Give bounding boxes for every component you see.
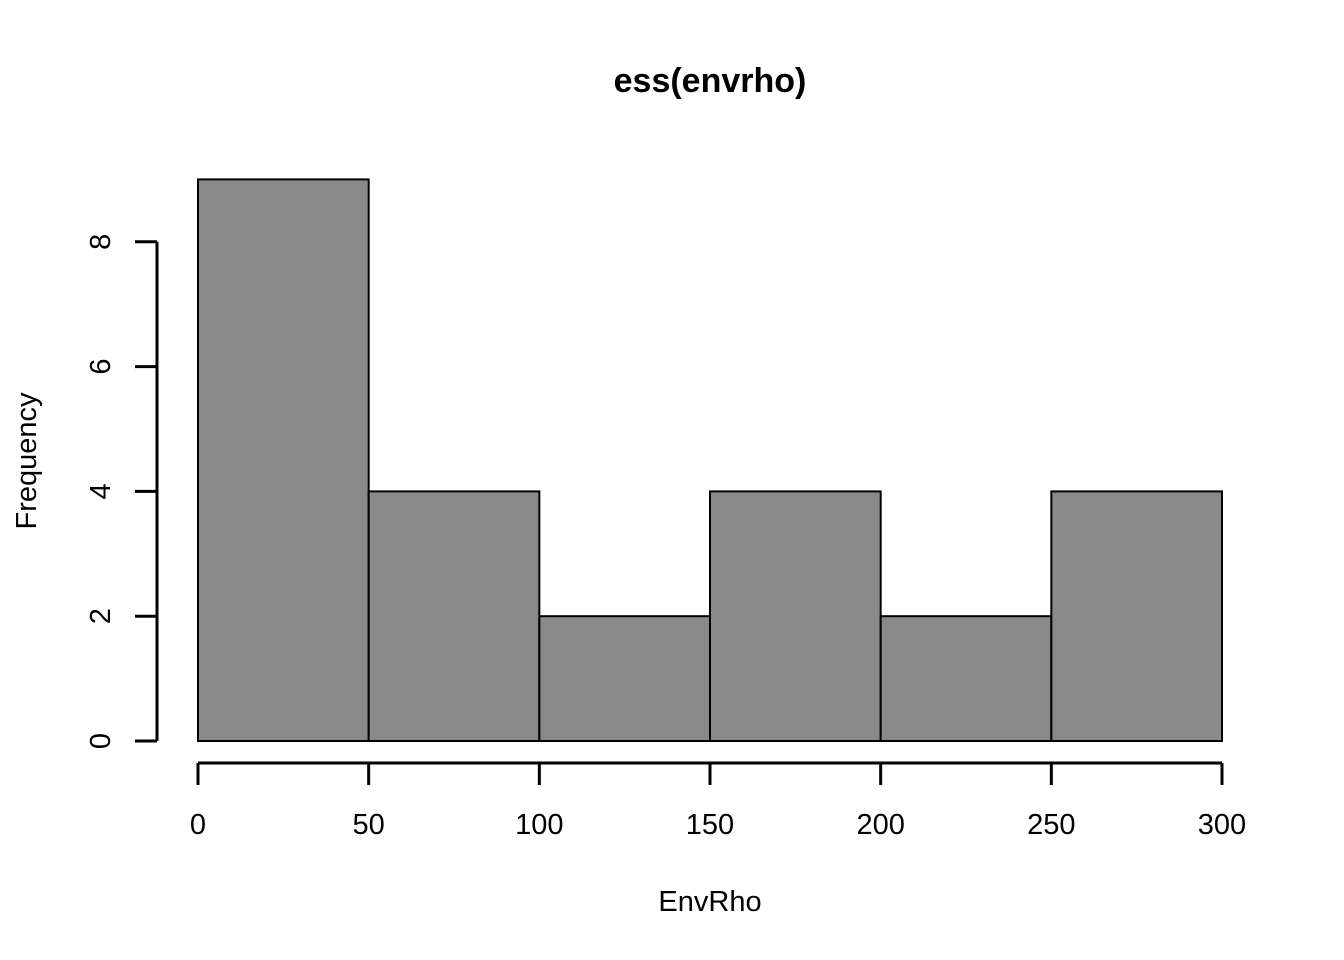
- histogram-bar-0: [197, 178, 370, 742]
- x-tick-label-0: 0: [190, 809, 206, 841]
- x-axis-label: EnvRho: [658, 886, 761, 918]
- histogram-bar-2: [538, 615, 711, 743]
- x-tick-label-3: 150: [686, 809, 734, 841]
- x-tick-label-2: 100: [515, 809, 563, 841]
- x-tick-label-6: 300: [1198, 809, 1246, 841]
- histogram-bar-4: [879, 615, 1053, 743]
- y-axis-label: Frequency: [11, 392, 43, 530]
- histogram-bar-1: [367, 490, 541, 742]
- x-tick-label-1: 50: [353, 809, 385, 841]
- histogram-bar-5: [1050, 490, 1224, 742]
- x-axis: 0 50 100 150 200 250 300: [190, 761, 1246, 841]
- x-tick-label-4: 200: [856, 809, 904, 841]
- histogram-bar-3: [709, 490, 882, 742]
- y-axis: 0 2 4 6 8: [85, 234, 159, 749]
- x-tick-label-5: 250: [1027, 809, 1075, 841]
- y-tick-label-2: 4: [85, 483, 117, 499]
- chart-title: ess(envrho): [614, 62, 807, 100]
- y-tick-label-1: 2: [85, 608, 117, 624]
- y-tick-label-4: 8: [85, 234, 117, 250]
- bars-group: [197, 178, 1224, 743]
- y-tick-label-0: 0: [85, 733, 117, 749]
- y-tick-label-3: 6: [85, 359, 117, 375]
